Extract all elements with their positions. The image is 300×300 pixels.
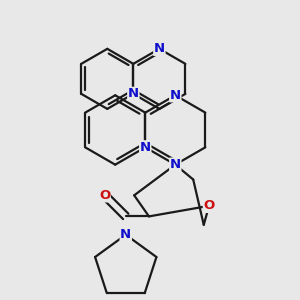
Text: N: N <box>140 141 151 154</box>
Text: N: N <box>170 89 181 102</box>
Text: N: N <box>120 228 131 241</box>
Text: N: N <box>170 158 181 171</box>
Text: N: N <box>128 87 139 101</box>
Text: O: O <box>99 189 110 202</box>
Text: O: O <box>203 200 214 212</box>
Text: N: N <box>154 42 165 55</box>
